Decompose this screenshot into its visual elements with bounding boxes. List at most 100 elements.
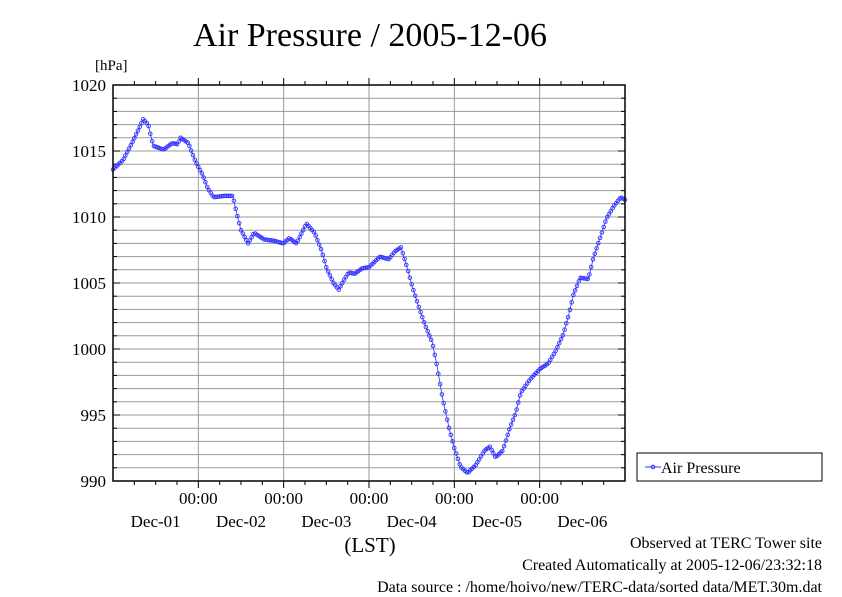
- data-point: [411, 287, 416, 293]
- y-tick-label: 1005: [72, 274, 106, 293]
- day-label: Dec-06: [557, 512, 607, 531]
- data-point: [437, 381, 443, 387]
- data-point: [340, 280, 345, 286]
- y-tick-label: 995: [81, 406, 107, 425]
- data-point: [423, 324, 429, 330]
- data-point: [587, 272, 592, 277]
- data-point: [398, 245, 404, 250]
- data-point: [491, 451, 496, 456]
- x-tick-label: 00:00: [435, 489, 474, 508]
- data-point: [148, 131, 153, 136]
- legend-label: Air Pressure: [661, 460, 741, 477]
- grid: [113, 85, 625, 481]
- data-point: [503, 438, 509, 443]
- data-point: [400, 250, 406, 256]
- data-point: [325, 269, 331, 274]
- data-point: [188, 148, 194, 153]
- data-point: [279, 240, 285, 246]
- data-point: [571, 292, 576, 298]
- data-point: [455, 456, 461, 462]
- data-point: [201, 175, 206, 180]
- day-label: Dec-04: [387, 512, 438, 531]
- data-point: [124, 149, 130, 155]
- data-point: [601, 224, 606, 230]
- data-point: [190, 152, 196, 158]
- data-point: [556, 340, 562, 346]
- data-point: [434, 361, 439, 367]
- data-point: [418, 309, 423, 315]
- data-point: [146, 123, 151, 129]
- x-tick-label: 00:00: [264, 489, 303, 508]
- data-point: [311, 229, 317, 235]
- data-point: [336, 287, 342, 292]
- observed-note: Observed at TERC Tower site: [629, 535, 822, 552]
- data-point: [313, 233, 318, 238]
- data-point: [238, 227, 244, 233]
- data-point: [194, 161, 199, 166]
- data-point: [452, 445, 457, 451]
- data-point: [443, 409, 448, 414]
- data-point: [501, 443, 507, 449]
- data-point: [320, 252, 326, 258]
- created-note: Created Automatically at 2005-12-06/23:3…: [522, 557, 822, 574]
- data-point: [242, 234, 247, 240]
- data-point: [185, 140, 190, 145]
- data-point: [236, 220, 242, 226]
- data-point: [420, 314, 425, 320]
- data-point: [402, 256, 407, 262]
- data-point: [505, 432, 510, 438]
- data-point: [450, 439, 455, 444]
- data-point: [489, 447, 494, 453]
- data-point: [585, 276, 590, 282]
- data-point: [295, 238, 301, 243]
- data-point: [133, 132, 139, 137]
- data-point: [565, 315, 571, 320]
- x-axis-label: (LST): [344, 533, 395, 557]
- data-point: [329, 276, 334, 282]
- data-point: [132, 135, 137, 141]
- data-point: [567, 307, 573, 313]
- data-point: [322, 258, 327, 264]
- data-point: [439, 392, 445, 397]
- data-point: [414, 299, 420, 304]
- data-point: [562, 327, 567, 332]
- data-point: [407, 275, 413, 280]
- data-point: [558, 336, 564, 342]
- data-point: [416, 304, 422, 310]
- data-point: [444, 417, 450, 422]
- data-point: [318, 246, 324, 252]
- data-point: [553, 348, 558, 354]
- data-point: [240, 231, 246, 236]
- data-point: [139, 120, 144, 126]
- data-point: [123, 153, 128, 158]
- data-point: [555, 344, 560, 350]
- y-tick-label: 1015: [72, 142, 106, 161]
- data-point: [428, 337, 434, 343]
- data-point: [149, 138, 155, 144]
- data-point: [599, 230, 605, 235]
- data-point: [572, 288, 578, 293]
- data-point: [430, 343, 436, 349]
- data-point: [121, 156, 126, 162]
- data-point: [327, 273, 333, 278]
- data-point: [564, 321, 569, 326]
- data-source-note: Data source : /home/hoivo/new/TERC-data/…: [377, 579, 822, 596]
- data-point: [192, 157, 198, 162]
- data-point: [231, 198, 237, 203]
- data-point: [135, 128, 141, 133]
- data-point: [228, 193, 233, 199]
- chart-title: Air Pressure / 2005-12-06: [193, 17, 547, 54]
- data-point: [229, 193, 235, 199]
- data-point: [364, 265, 370, 270]
- legend: Air Pressure: [636, 452, 823, 482]
- data-point: [517, 393, 523, 398]
- data-point: [446, 425, 452, 431]
- data-point: [441, 400, 446, 406]
- data-point: [235, 213, 240, 219]
- data-point: [514, 407, 519, 412]
- data-point: [409, 282, 414, 287]
- legend-marker: [650, 464, 656, 470]
- data-point: [405, 268, 411, 274]
- data-point: [574, 283, 580, 289]
